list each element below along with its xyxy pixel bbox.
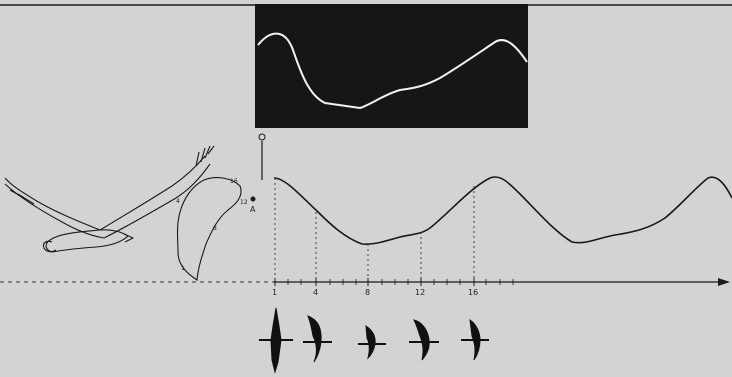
wingtip-loop-icon: 1 4 8 12 16: [176, 177, 248, 281]
oscilloscope-panel: [255, 4, 528, 128]
bird-silhouette-4: [303, 315, 332, 363]
loop-label-12: 12: [240, 199, 248, 206]
loop-label-4: 4: [176, 198, 180, 205]
tick-label-1: 1: [272, 288, 277, 297]
velocity-letter: A: [250, 205, 256, 214]
oscilloscope-screen: [255, 4, 528, 128]
bird-silhouette-8: [358, 325, 386, 360]
tick-label-12: 12: [415, 288, 425, 297]
velocity-dot: [250, 196, 256, 202]
bird-silhouette-1: [259, 307, 293, 374]
bird-sketch-icon: [4, 145, 215, 253]
bird-silhouette-12: [409, 319, 439, 361]
time-axis-minor-ticks: [287, 279, 514, 285]
time-axis-major-ticks: [274, 278, 475, 286]
velocity-indicator: A: [250, 133, 266, 214]
loop-label-16: 16: [230, 178, 238, 185]
time-axis-arrow: [718, 278, 730, 286]
time-axis: [0, 278, 730, 286]
velocity-top-marker: [258, 133, 266, 141]
drop-lines: [274, 178, 475, 282]
bird-silhouette-16: [461, 318, 489, 361]
wingtip-curve: [273, 176, 732, 245]
tick-label-4: 4: [313, 288, 318, 297]
tick-label-8: 8: [365, 288, 370, 297]
oscilloscope-trace: [257, 32, 528, 110]
tick-label-16: 16: [468, 288, 478, 297]
wingtip-loop-path: [176, 177, 242, 281]
loop-label-8: 8: [213, 225, 217, 232]
loop-label-1: 1: [181, 265, 185, 272]
